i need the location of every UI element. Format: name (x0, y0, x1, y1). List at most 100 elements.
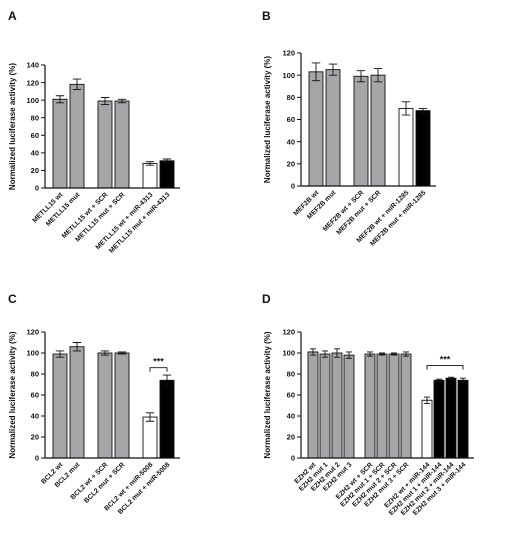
error-bar-b-1 (311, 62, 321, 82)
y-tick-label-a-0: 0 (35, 184, 39, 193)
error-bar-b-3 (356, 70, 366, 83)
error-bar-c-5 (145, 412, 155, 422)
panel-letter-c: C (8, 292, 17, 306)
y-tick-label-a-80: 80 (31, 113, 39, 122)
bar-b-5 (398, 107, 414, 187)
bar-d-7 (388, 353, 400, 459)
panel-letter-d: D (262, 292, 271, 306)
error-bar-a-1 (55, 95, 65, 104)
y-tick-label-d-100: 100 (282, 349, 295, 358)
bar-d-2 (319, 353, 331, 459)
error-bar-a-2 (72, 78, 82, 91)
y-tick-label-c-100: 100 (26, 349, 39, 358)
y-axis-label-b: Normalized luciferase activity (%) (263, 56, 272, 183)
chart-panel-b: 0 20 40 60 80 100 120 Normalized luciferase act… (263, 49, 436, 248)
bar-c-5 (142, 416, 158, 459)
y-tick-label-b-0: 0 (291, 182, 295, 191)
y-tick-label-b-40: 40 (287, 137, 295, 146)
y-tick-label-b-100: 100 (282, 71, 295, 80)
y-tick-label-c-40: 40 (31, 412, 39, 421)
bar-c-3 (97, 352, 113, 459)
error-bar-a-3 (100, 97, 110, 105)
error-bar-b-6 (418, 107, 428, 114)
y-axis-label-c: Normalized luciferase activity (%) (8, 331, 17, 458)
y-tick-label-a-140: 140 (26, 61, 39, 70)
significance-bracket-c (149, 367, 168, 372)
error-bar-d-4 (346, 351, 352, 359)
error-bar-c-4 (117, 351, 127, 355)
bar-c-6 (159, 379, 175, 459)
chart-panel-a: 0 20 40 60 80 100 120 140 Normalized luciferase … (8, 61, 180, 255)
y-tick-label-a-60: 60 (31, 131, 39, 140)
error-bar-d-8 (403, 351, 409, 357)
bar-d-9 (421, 399, 433, 459)
bar-c-2 (69, 346, 85, 459)
y-tick-label-b-60: 60 (287, 115, 295, 124)
error-bar-d-6 (379, 352, 385, 356)
bar-d-5 (364, 353, 376, 459)
bar-b-3 (353, 75, 369, 187)
bar-c-4 (114, 352, 130, 459)
error-bar-a-6 (162, 158, 172, 163)
error-bar-d-2 (322, 350, 328, 358)
y-axis-label-a: Normalized luciferase activity (%) (8, 63, 17, 190)
bar-d-1 (307, 351, 319, 459)
error-bar-d-1 (310, 348, 316, 356)
error-bar-c-3 (100, 350, 110, 356)
chart-panel-c: 0 20 40 60 80 100 120 Normalized luciferase act… (8, 328, 180, 516)
y-tick-label-c-0: 0 (35, 454, 39, 463)
y-tick-label-a-120: 120 (26, 78, 39, 87)
significance-label-c: *** (153, 357, 164, 367)
y-tick-label-b-120: 120 (282, 49, 295, 58)
error-bar-c-2 (72, 342, 82, 352)
bar-b-1 (308, 71, 324, 187)
error-bar-b-2 (328, 63, 338, 76)
y-tick-label-c-80: 80 (31, 370, 39, 379)
bar-d-8 (400, 353, 412, 459)
error-bar-a-4 (117, 98, 127, 104)
y-tick-label-d-20: 20 (287, 433, 295, 442)
bar-a-3 (97, 100, 113, 189)
bar-d-4 (343, 354, 355, 459)
y-tick-label-d-120: 120 (282, 328, 295, 337)
y-axis-label-d: Normalized luciferase activity (%) (263, 331, 272, 458)
chart-panel-d: 0 20 40 60 80 100 120 Normalized luciferase act… (263, 328, 474, 517)
error-bar-c-1 (55, 350, 65, 358)
y-tick-label-d-40: 40 (287, 412, 295, 421)
y-tick-label-d-60: 60 (287, 391, 295, 400)
bar-d-6 (376, 353, 388, 459)
error-bar-c-6 (162, 374, 172, 386)
error-bar-b-5 (401, 101, 411, 116)
error-bar-a-5 (145, 161, 155, 166)
y-tick-label-b-80: 80 (287, 93, 295, 102)
bar-a-2 (69, 83, 85, 189)
y-tick-label-c-120: 120 (26, 328, 39, 337)
error-bar-d-12 (460, 377, 466, 383)
bar-b-4 (370, 74, 386, 187)
y-tick-label-c-20: 20 (31, 433, 39, 442)
bar-a-6 (159, 160, 175, 189)
bar-c-1 (52, 353, 68, 459)
error-bar-d-3 (334, 348, 340, 358)
y-tick-label-d-80: 80 (287, 370, 295, 379)
bar-a-5 (142, 162, 158, 189)
significance-bracket-d (426, 365, 464, 370)
bar-a-4 (114, 100, 130, 189)
bar-d-10 (433, 379, 445, 459)
bar-d-3 (331, 352, 343, 459)
error-bar-d-11 (448, 376, 454, 380)
bar-d-12 (457, 379, 469, 459)
error-bar-d-7 (391, 352, 397, 356)
error-bar-d-5 (367, 351, 373, 357)
y-tick-label-c-60: 60 (31, 391, 39, 400)
bar-b-6 (415, 110, 431, 187)
error-bar-b-4 (373, 68, 383, 83)
y-tick-label-d-0: 0 (291, 454, 295, 463)
bar-d-11 (445, 377, 457, 459)
y-tick-label-a-40: 40 (31, 149, 39, 158)
significance-label-d: *** (440, 355, 451, 365)
bar-b-2 (325, 69, 341, 187)
panel-letter-a: A (8, 9, 17, 23)
y-tick-label-b-20: 20 (287, 160, 295, 169)
